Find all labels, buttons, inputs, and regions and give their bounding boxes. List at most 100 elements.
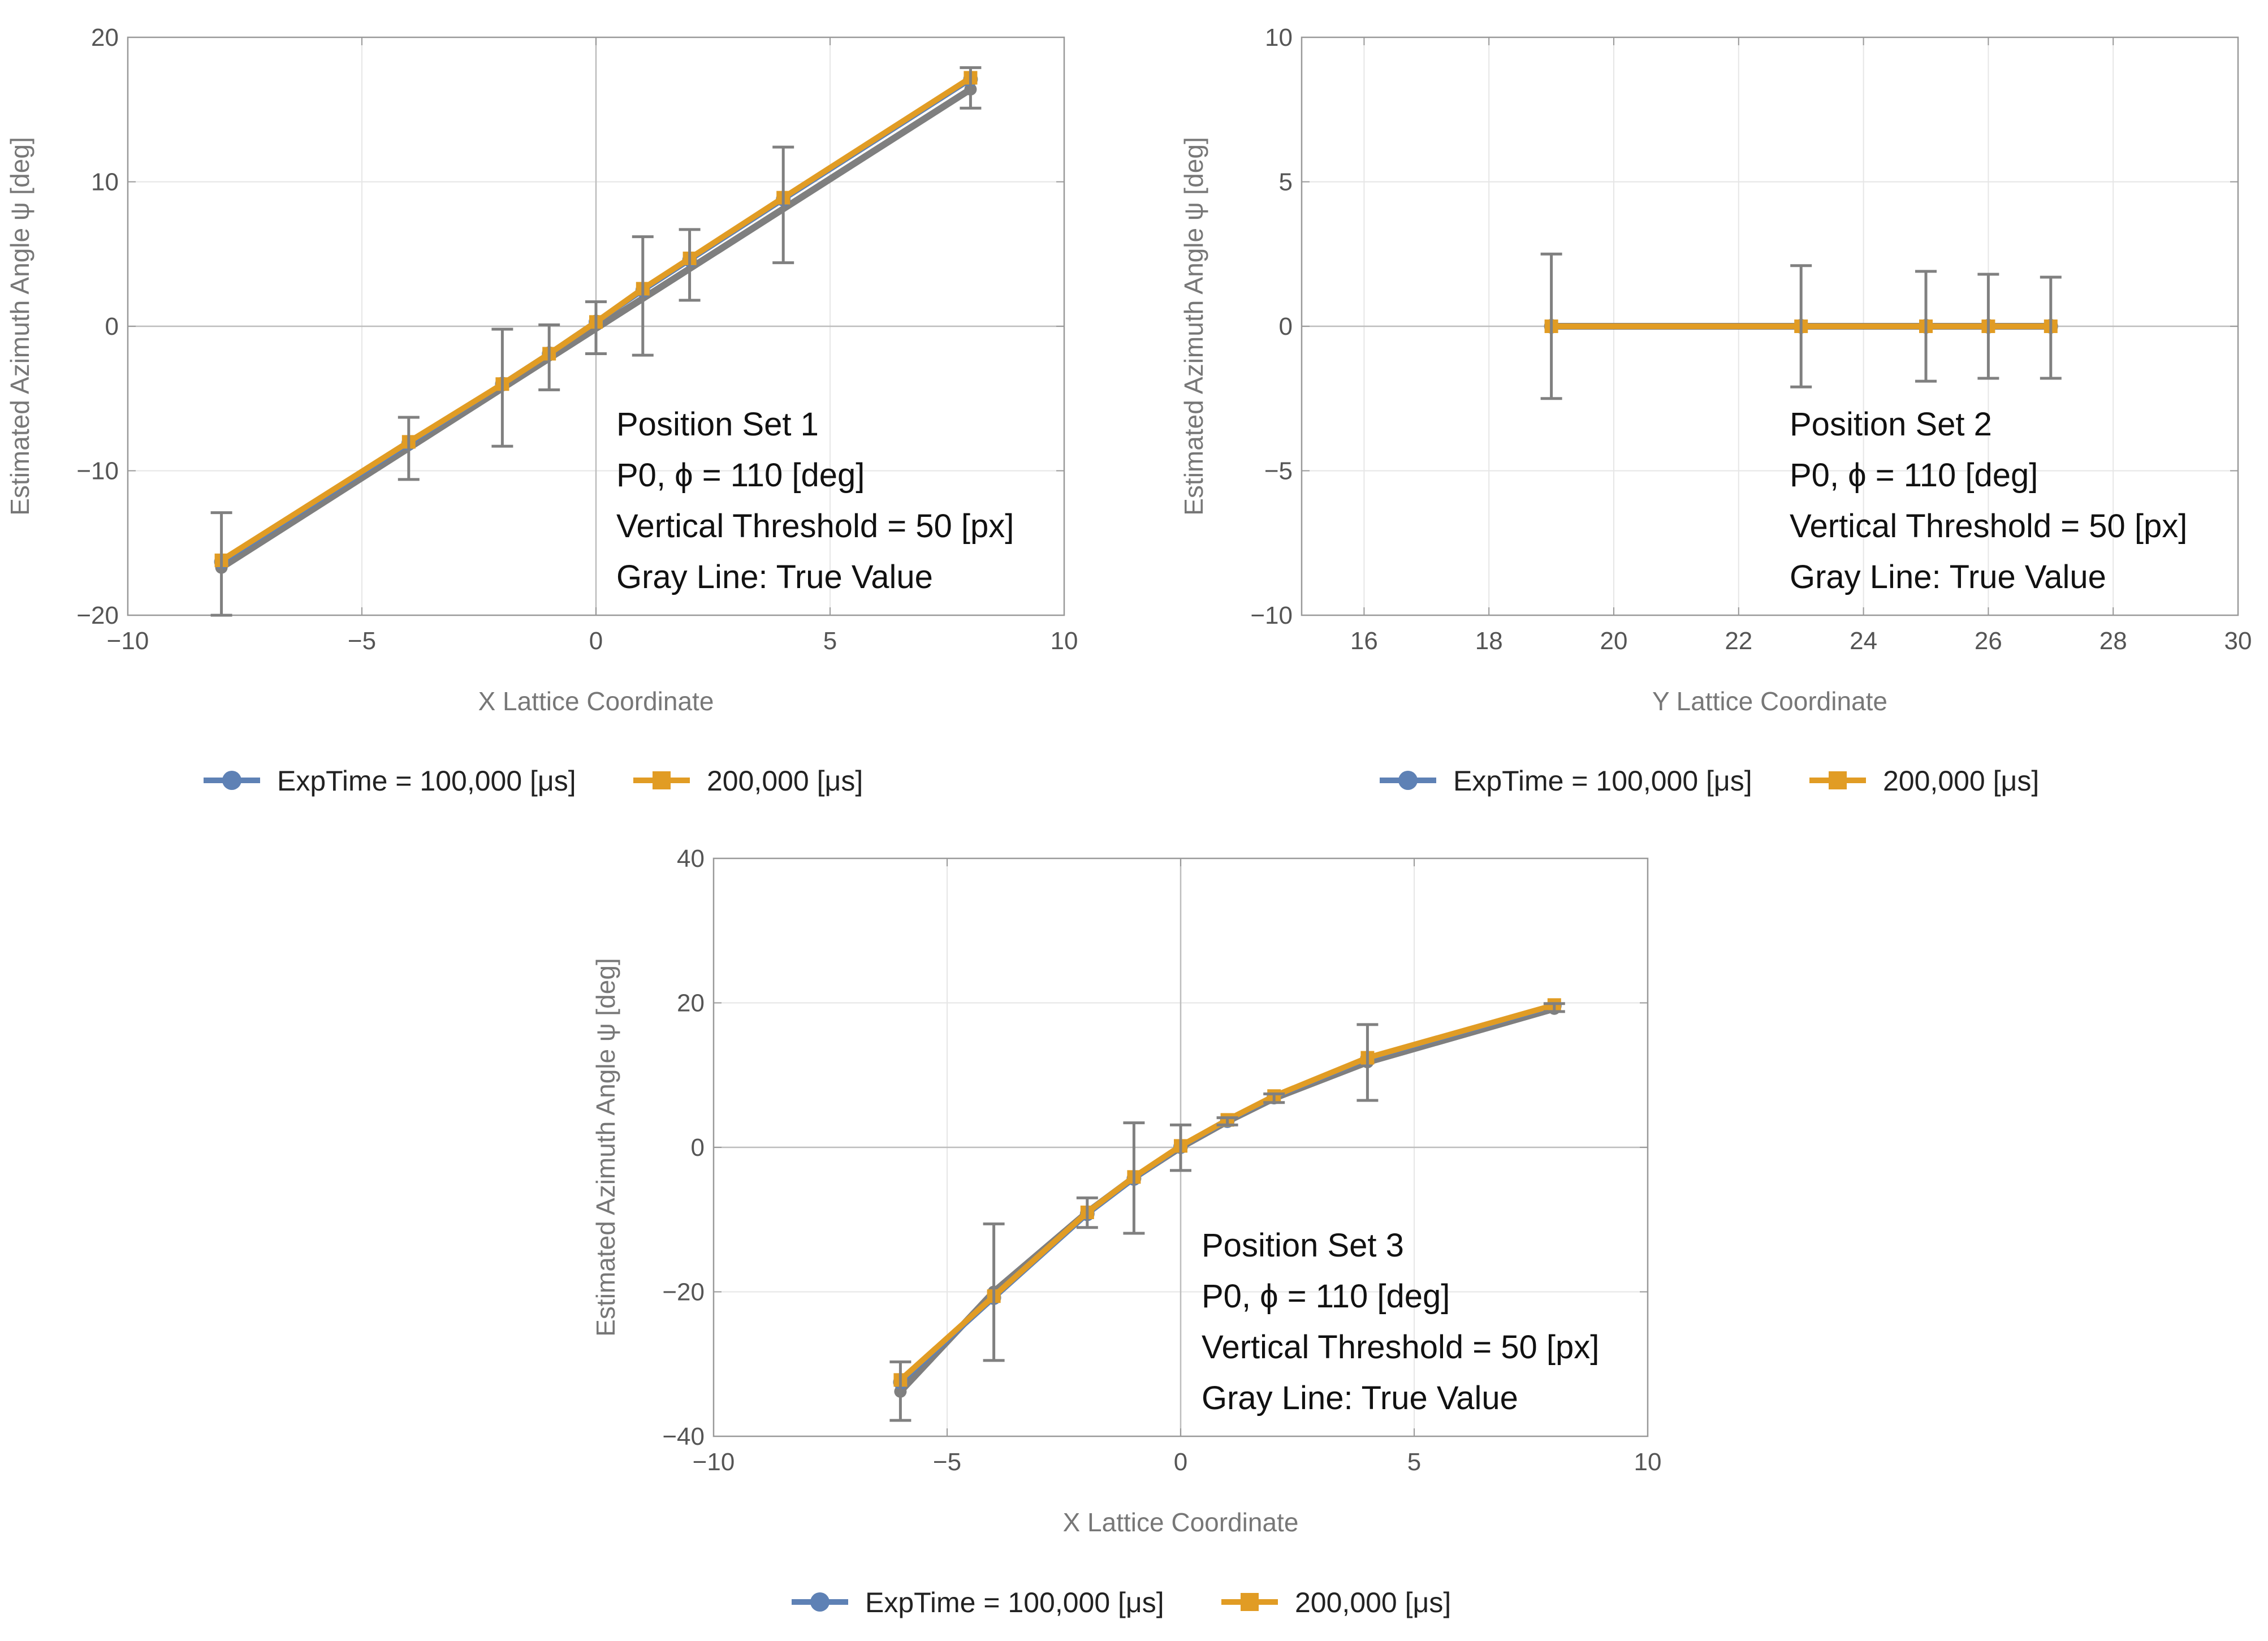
y-axis-title: Estimated Azimuth Angle ψ [deg] [591,958,620,1337]
x-tick-label: 0 [1174,1448,1187,1476]
x-tick-label: 16 [1350,627,1378,655]
x-tick-label: 0 [589,627,603,655]
y-tick-label: −20 [76,602,119,629]
x-tick-label: 22 [1725,627,1752,655]
error-bar [772,145,794,265]
y-tick-label: 10 [91,169,119,196]
legend-marker-circle [222,771,241,790]
error-bar [632,235,654,357]
y-tick-label: 5 [1279,169,1293,196]
legend: ExpTime = 100,000 [μs] 200,000 [μs] [1380,765,2039,797]
error-bar [1915,270,1937,383]
x-axis-title: X Lattice Coordinate [1063,1508,1299,1537]
annotation-line-3: Vertical Threshold = 50 [px] [1202,1329,1599,1366]
y-tick-label: 0 [105,313,119,340]
error-bar [983,1222,1005,1362]
legend-label: 200,000 [μs] [1295,1587,1451,1618]
y-tick-label: −10 [76,457,119,485]
y-tick-label: 10 [1265,24,1293,51]
legend-item-1: ExpTime = 100,000 [μs] [204,765,576,797]
annotation-line-3: Vertical Threshold = 50 [px] [616,508,1014,545]
x-tick-label: 18 [1475,627,1503,655]
y-tick-label: 20 [677,990,705,1017]
x-tick-label: −10 [107,627,149,655]
annotation-line-2: P0, ϕ = 110 [deg] [1790,457,2038,494]
error-bar [538,323,560,391]
x-tick-label: 20 [1600,627,1628,655]
error-bar [491,327,513,448]
y-tick-label: 20 [91,24,119,51]
y-tick-label: −40 [662,1423,705,1450]
error-bar [1123,1121,1145,1235]
annotation-line-3: Vertical Threshold = 50 [px] [1790,508,2187,545]
y-tick-label: −5 [1264,457,1293,485]
legend-label: ExpTime = 100,000 [μs] [277,765,576,797]
legend: ExpTime = 100,000 [μs] 200,000 [μs] [204,765,863,797]
error-bar [1216,1116,1238,1126]
error-bar [889,1360,911,1422]
legend-item-1: ExpTime = 100,000 [μs] [1380,765,1752,797]
legend-label: ExpTime = 100,000 [μs] [1453,765,1752,797]
legend-marker-square [653,771,671,789]
error-bar [1543,1002,1565,1013]
x-tick-label: 5 [1407,1448,1421,1476]
legend-marker-circle [810,1592,830,1612]
y-tick-label: 0 [691,1134,705,1161]
annotation-line-1: Position Set 1 [616,406,819,443]
x-axis-title: X Lattice Coordinate [478,686,714,716]
x-tick-label: 26 [1975,627,2002,655]
error-bar [2040,275,2062,380]
error-bar [679,228,701,302]
y-axis-title: Estimated Azimuth Angle ψ [deg] [1179,137,1208,516]
legend-marker-circle [1398,771,1418,790]
y-tick-label: −20 [662,1279,705,1306]
legend-item-1: ExpTime = 100,000 [μs] [792,1587,1164,1618]
legend: ExpTime = 100,000 [μs] 200,000 [μs] [792,1587,1451,1618]
x-axis-title: Y Lattice Coordinate [1652,686,1887,716]
annotation-line-2: P0, ϕ = 110 [deg] [616,457,865,494]
annotation-line-4: Gray Line: True Value [616,559,933,595]
legend-marker-square [1829,771,1847,789]
annotation-line-4: Gray Line: True Value [1202,1380,1518,1417]
annotation-line-1: Position Set 3 [1202,1227,1404,1264]
y-tick-label: 40 [677,845,705,873]
x-tick-label: 5 [823,627,837,655]
annotation-line-4: Gray Line: True Value [1790,559,2106,595]
x-tick-label: −5 [933,1448,961,1476]
y-axis-title: Estimated Azimuth Angle ψ [deg] [5,137,34,516]
error-bar [960,66,982,110]
legend-marker-square [1241,1593,1259,1611]
series-line-2 [897,1002,1557,1383]
legend-label: ExpTime = 100,000 [μs] [865,1587,1164,1618]
x-tick-label: 30 [2224,627,2252,655]
error-bar [1263,1092,1285,1104]
error-bar [1076,1196,1098,1229]
panel3-chart: −10 −5 0 5 10 −40 −20 0 20 40 X Lattice Coordinate… [591,845,1661,1618]
error-bar [210,511,232,617]
legend-label: 200,000 [μs] [707,765,863,797]
error-bar [1977,273,1999,380]
panel2-chart: 16 18 20 22 24 26 28 30 −10 −5 0 5 10 Y Lattice Coord… [1179,24,2252,797]
error-bar [1790,264,1812,388]
error-bar [1540,252,1562,400]
x-tick-label: −10 [693,1448,735,1476]
error-bar [1357,1023,1379,1102]
legend-item-2: 200,000 [μs] [1809,765,2039,797]
x-tick-label: 10 [1051,627,1078,655]
legend-label: 200,000 [μs] [1883,765,2039,797]
annotation-line-1: Position Set 2 [1790,406,1992,443]
series-line-1 [897,1003,1557,1385]
error-bar [1170,1123,1191,1172]
legend-item-2: 200,000 [μs] [1221,1587,1451,1618]
y-tick-label: −10 [1250,602,1293,629]
x-tick-label: −5 [348,627,376,655]
error-bar [398,416,420,481]
annotation-line-2: P0, ϕ = 110 [deg] [1202,1278,1450,1315]
x-tick-label: 24 [1850,627,1877,655]
x-tick-label: 28 [2099,627,2127,655]
error-bar [585,300,607,356]
x-tick-label: 10 [1634,1448,1662,1476]
y-tick-label: 0 [1279,313,1293,340]
